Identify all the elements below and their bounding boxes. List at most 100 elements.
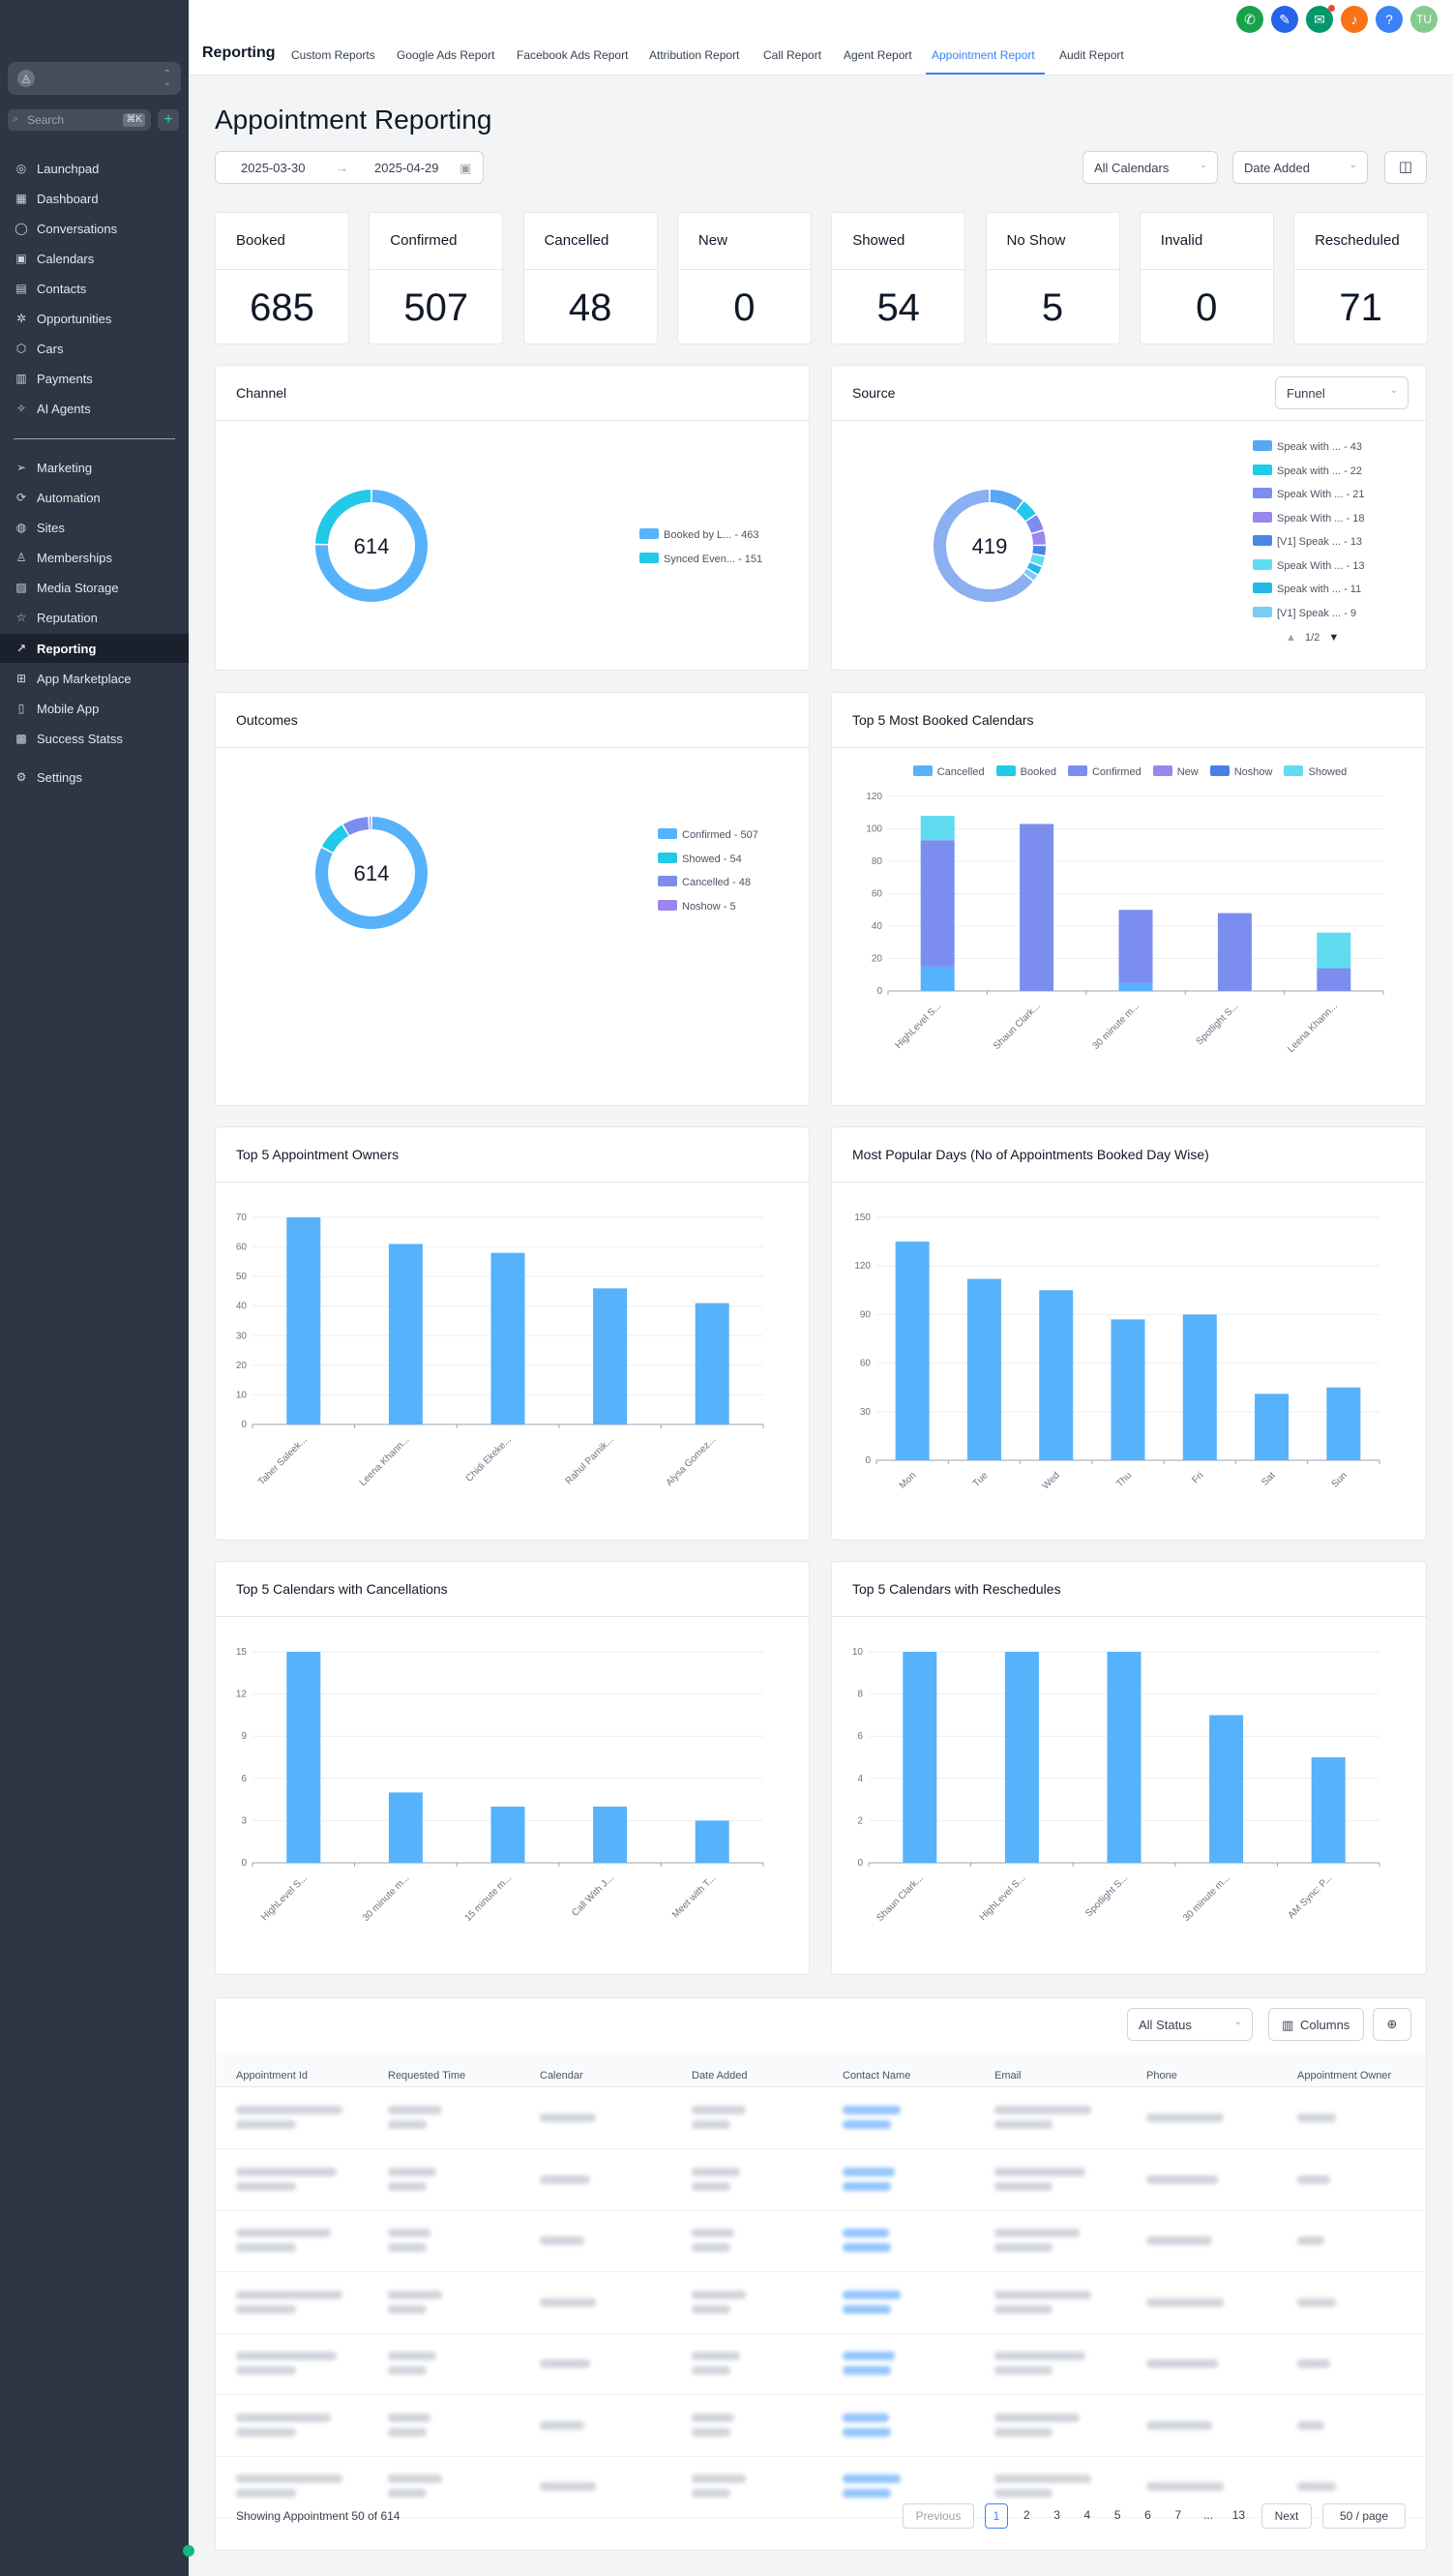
sidebar-item-automation[interactable]: ⟳ Automation (0, 483, 189, 512)
tab-agent-report[interactable]: Agent Report (844, 48, 912, 62)
sidebar-item-app-marketplace[interactable]: ⊞ App Marketplace (0, 664, 189, 693)
legend-item[interactable]: Confirmed (1067, 765, 1142, 778)
stat-card-booked[interactable]: Booked 685 (215, 212, 349, 344)
column-header[interactable]: Phone (1146, 2070, 1177, 2082)
column-header[interactable]: Contact Name (843, 2070, 911, 2082)
tab-appointment-report[interactable]: Appointment Report (932, 48, 1035, 62)
stat-card-confirmed[interactable]: Confirmed 507 (369, 212, 504, 344)
sidebar-item-contacts[interactable]: ▤ Contacts (0, 274, 189, 303)
legend-item[interactable]: [V1] Speak ... - 13 (1253, 535, 1362, 548)
table-row[interactable] (216, 2149, 1426, 2211)
legend-item[interactable]: Showed - 54 (658, 852, 742, 865)
next-page-button[interactable]: Next (1261, 2503, 1312, 2529)
stat-card-rescheduled[interactable]: Rescheduled 71 (1293, 212, 1429, 344)
calendar-select[interactable]: All Calendars ⌄ (1082, 151, 1218, 184)
page-ellipsis[interactable]: ... (1203, 2508, 1214, 2522)
download-button[interactable]: ⊕ (1373, 2008, 1411, 2041)
legend-item[interactable]: Speak with ... - 11 (1253, 583, 1361, 595)
sidebar-item-ai-agents[interactable]: ✧ AI Agents (0, 394, 189, 423)
tab-facebook-ads-report[interactable]: Facebook Ads Report (517, 48, 629, 62)
sidebar-item-opportunities[interactable]: ✲ Opportunities (0, 304, 189, 333)
stat-card-showed[interactable]: Showed 54 (831, 212, 966, 344)
page-5[interactable]: 5 (1113, 2508, 1121, 2522)
sidebar-item-success-statss[interactable]: ▩ Success Statss (0, 724, 189, 753)
date-type-select[interactable]: Date Added ⌄ (1232, 151, 1368, 184)
sidebar-item-conversations[interactable]: ◯ Conversations (0, 214, 189, 243)
workspace-switcher[interactable]: ◬ ⌃ ⌄ (8, 62, 181, 95)
page-1[interactable]: 1 (985, 2503, 1008, 2529)
legend-item[interactable]: Noshow - 5 (658, 899, 736, 913)
sidebar-item-mobile-app[interactable]: ▯ Mobile App (0, 694, 189, 723)
stat-card-new[interactable]: New 0 (676, 212, 812, 344)
stat-card-no-show[interactable]: No Show 5 (985, 212, 1120, 344)
page-size-select[interactable]: 50 / page (1322, 2503, 1406, 2529)
column-header[interactable]: Email (994, 2070, 1022, 2082)
layout-toggle-button[interactable]: ◫ (1384, 151, 1427, 184)
sidebar-item-marketing[interactable]: ➢ Marketing (0, 453, 189, 482)
legend-item[interactable]: Speak With ... - 18 (1253, 511, 1364, 524)
table-row[interactable] (216, 2333, 1426, 2395)
legend-item[interactable]: Speak with ... - 22 (1253, 464, 1362, 477)
legend-item[interactable]: Synced Even... - 151 (639, 553, 762, 565)
legend-item[interactable]: Booked (995, 765, 1056, 778)
sidebar-item-media-storage[interactable]: ▨ Media Storage (0, 573, 189, 602)
phone-icon[interactable]: ✆ (1236, 6, 1263, 33)
status-filter-select[interactable]: All Status ⌄ (1127, 2008, 1253, 2041)
page-7[interactable]: 7 (1174, 2508, 1182, 2522)
sidebar-item-dashboard[interactable]: ▦ Dashboard (0, 184, 189, 213)
legend-item[interactable]: New (1152, 765, 1199, 778)
link-icon[interactable]: ✎ (1271, 6, 1298, 33)
legend-item[interactable]: Confirmed - 507 (658, 828, 758, 841)
help-icon[interactable]: ? (1376, 6, 1403, 33)
source-filter-select[interactable]: Funnel ⌄ (1275, 376, 1409, 409)
search-input[interactable]: ⌕ Search ⌘K (8, 109, 151, 131)
table-row[interactable] (216, 2272, 1426, 2334)
column-header[interactable]: Date Added (692, 2070, 748, 2082)
page-2[interactable]: 2 (1023, 2508, 1030, 2522)
stat-card-cancelled[interactable]: Cancelled 48 (522, 212, 658, 344)
sidebar-item-reporting[interactable]: ↗ Reporting (0, 634, 189, 663)
column-header[interactable]: Appointment Id (236, 2070, 308, 2082)
table-row[interactable] (216, 2210, 1426, 2272)
sidebar-item-payments[interactable]: ▥ Payments (0, 364, 189, 393)
page-6[interactable]: 6 (1144, 2508, 1151, 2522)
sidebar-item-launchpad[interactable]: ◎ Launchpad (0, 154, 189, 183)
legend-item[interactable]: Booked by L... - 463 (639, 528, 758, 541)
legend-item[interactable]: Speak With ... - 13 (1253, 558, 1364, 572)
legend-item[interactable]: Cancelled (912, 765, 985, 778)
table-row[interactable] (216, 2087, 1426, 2149)
stat-card-invalid[interactable]: Invalid 0 (1139, 212, 1274, 344)
tab-google-ads-report[interactable]: Google Ads Report (397, 48, 495, 62)
table-row[interactable] (216, 2456, 1426, 2518)
legend-item[interactable]: Cancelled - 48 (658, 876, 751, 888)
tab-attribution-report[interactable]: Attribution Report (649, 48, 740, 62)
column-header[interactable]: Appointment Owner (1297, 2070, 1392, 2082)
legend-item[interactable]: [V1] Speak ... - 9 (1253, 606, 1356, 619)
sidebar-item-reputation[interactable]: ☆ Reputation (0, 603, 189, 632)
legend-item[interactable]: Speak with ... - 43 (1253, 440, 1362, 453)
legend-item[interactable]: Noshow (1209, 765, 1272, 778)
bell-icon[interactable]: ♪ (1341, 6, 1368, 33)
tab-audit-report[interactable]: Audit Report (1059, 48, 1124, 62)
column-header[interactable]: Requested Time (388, 2070, 466, 2082)
prev-page-button[interactable]: Previous (903, 2503, 974, 2529)
column-header[interactable]: Calendar (540, 2070, 583, 2082)
columns-button[interactable]: ▥ Columns (1268, 2008, 1364, 2041)
sidebar-item-settings[interactable]: ⚙ Settings (0, 763, 189, 792)
page-13[interactable]: 13 (1231, 2508, 1246, 2522)
sidebar-item-memberships[interactable]: ♙ Memberships (0, 543, 189, 572)
sidebar-item-calendars[interactable]: ▣ Calendars (0, 244, 189, 273)
legend-item[interactable]: Speak With ... - 21 (1253, 488, 1364, 500)
date-range-picker[interactable]: 2025-03-30 → 2025-04-29 ▣ (215, 151, 484, 184)
page-4[interactable]: 4 (1083, 2508, 1091, 2522)
table-row[interactable] (216, 2395, 1426, 2457)
quick-add-button[interactable]: + (158, 109, 179, 131)
tab-custom-reports[interactable]: Custom Reports (291, 48, 375, 62)
page-3[interactable]: 3 (1053, 2508, 1060, 2522)
sidebar-item-cars[interactable]: ⬡ Cars (0, 334, 189, 363)
legend-prev-icon[interactable]: ▲ (1286, 632, 1296, 644)
legend-next-icon[interactable]: ▼ (1328, 632, 1340, 644)
sidebar-item-sites[interactable]: ◍ Sites (0, 513, 189, 542)
legend-item[interactable]: Showed (1284, 765, 1347, 778)
tab-call-report[interactable]: Call Report (763, 48, 822, 62)
